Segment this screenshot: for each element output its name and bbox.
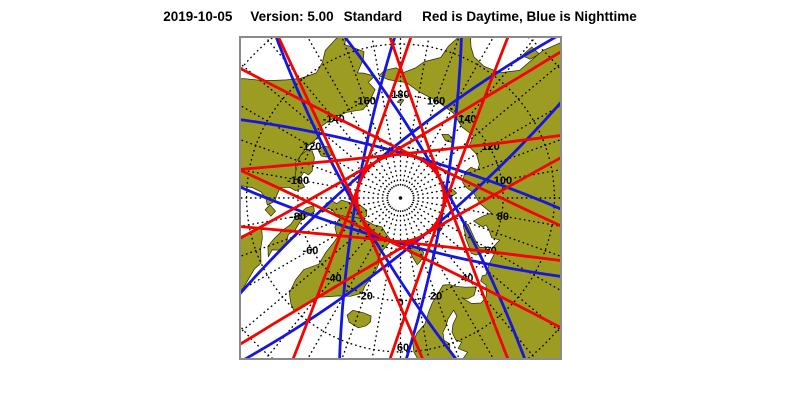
title-date: 2019-10-05 [163, 9, 233, 24]
lon-label-180: 180 [391, 89, 409, 101]
meridian-line [240, 203, 390, 292]
lon-label--120: -120 [299, 141, 321, 153]
lon-label-140: 140 [458, 113, 476, 125]
meridian-line [406, 208, 495, 359]
title-color-legend: Red is Daytime, Blue is Nighttime [422, 9, 637, 24]
meridian-line [306, 37, 395, 188]
title-version: Version: 5.00 [250, 9, 334, 24]
lon-label-160: 160 [427, 95, 445, 107]
lon-label--60: -60 [302, 245, 318, 257]
longitude-labels: -160-140-120-100-80-60-40-20020406080100… [287, 89, 512, 309]
lon-label-0: 0 [397, 297, 403, 309]
orbit-envelope-circle [355, 152, 446, 244]
lon-label-20: 20 [430, 291, 442, 303]
meridian-line [402, 37, 430, 186]
land-north-america [240, 37, 376, 295]
meridian-line [341, 37, 397, 187]
lon-label--100: -100 [287, 175, 309, 187]
title-mode: Standard [343, 9, 403, 24]
lon-label--20: -20 [357, 291, 373, 303]
latitude-circle-60 [245, 43, 556, 353]
pole-marker [398, 196, 403, 200]
land-iceland [346, 310, 372, 329]
lon-label--160: -160 [354, 95, 376, 107]
land-southampton [264, 204, 276, 217]
map-frame [239, 36, 562, 360]
map-content: -160-140-120-100-80-60-40-20020406080100… [240, 37, 561, 359]
lon-label--80: -80 [290, 211, 306, 223]
lon-label--40: -40 [326, 273, 342, 285]
lon-label-80: 80 [497, 211, 509, 223]
lon-label--140: -140 [323, 113, 345, 125]
plot-title: 2019-10-05 Version: 5.00 Standard Red is Da… [0, 9, 800, 24]
land-wrangel [396, 98, 405, 104]
lat-label-60: 60 [397, 342, 409, 354]
meridian-line [411, 104, 561, 193]
meridian-line [404, 209, 460, 359]
